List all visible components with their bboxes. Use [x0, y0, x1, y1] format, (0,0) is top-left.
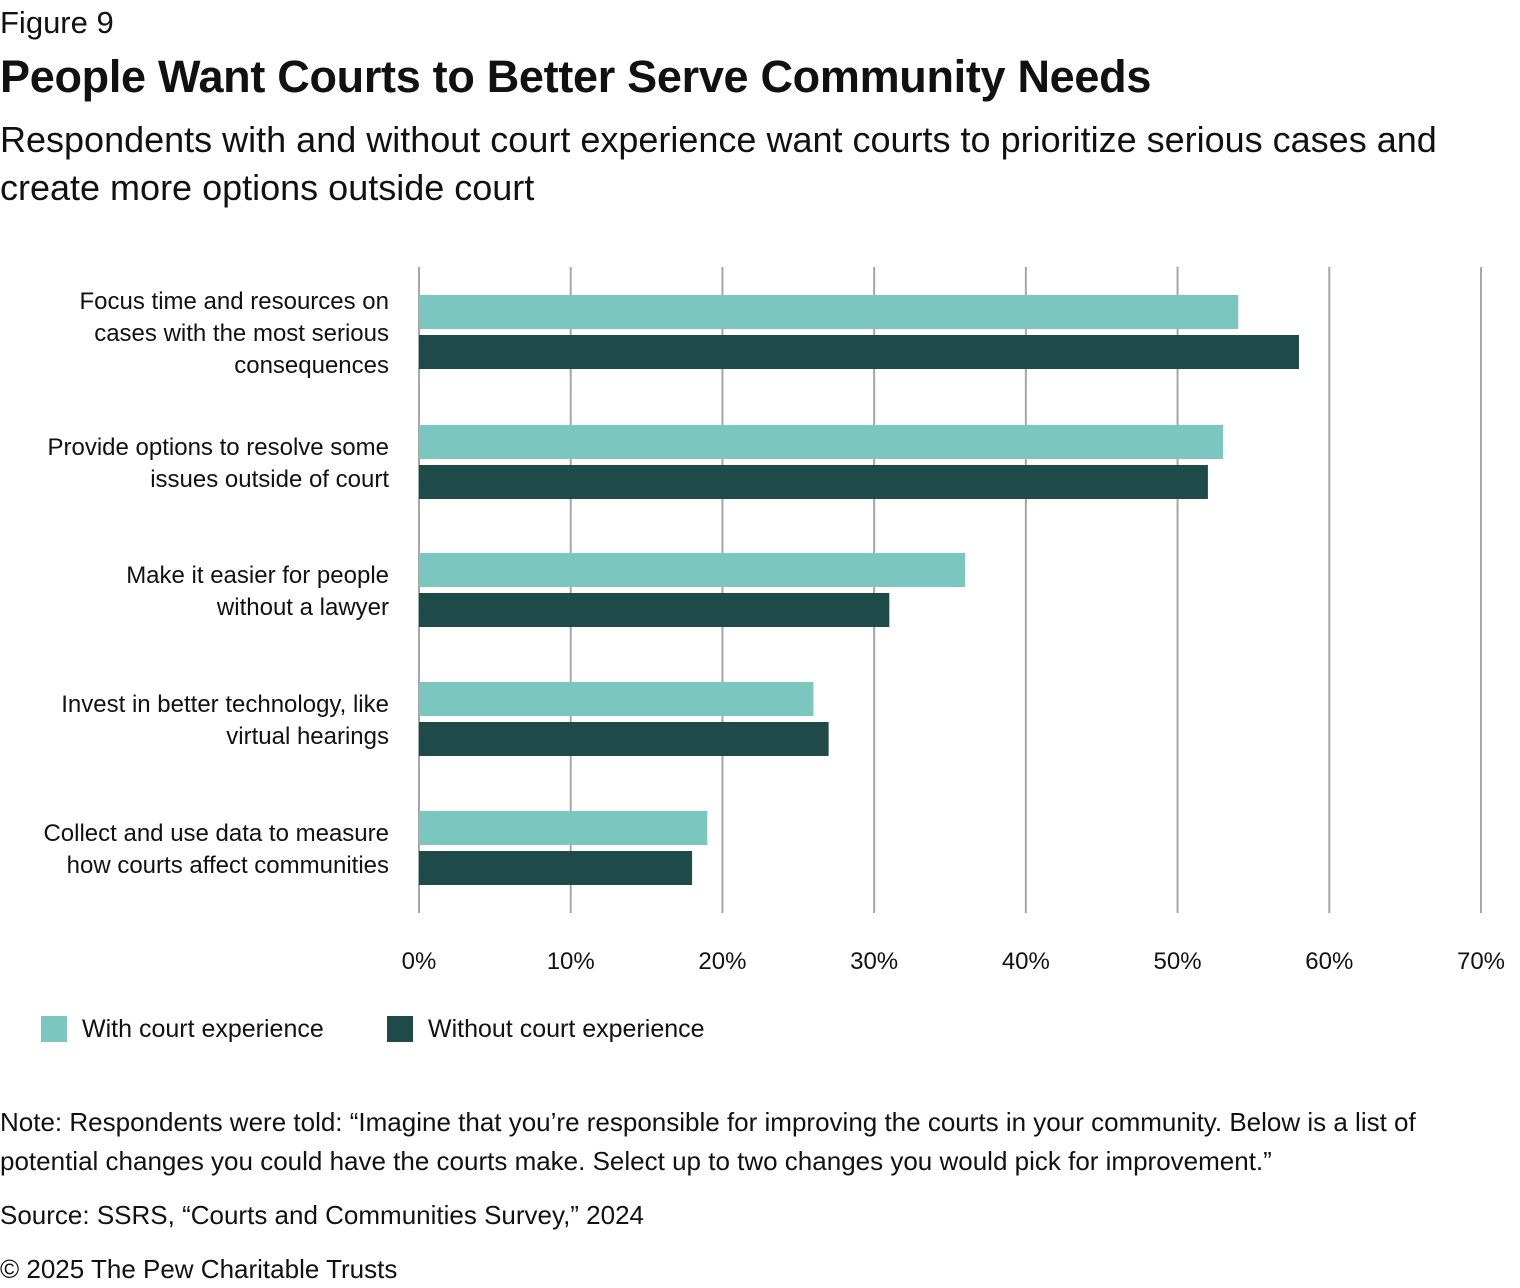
legend-swatch: [41, 1016, 67, 1042]
bar-without-experience: [419, 851, 693, 885]
figure-label: Figure 9: [0, 5, 114, 40]
x-tick-label: 50%: [1154, 948, 1202, 975]
chart-subtitle: Respondents with and without court exper…: [0, 119, 1437, 208]
chart-source: Source: SSRS, “Courts and Communities Su…: [0, 1200, 645, 1230]
category-label: Provide options to resolve some issues ou…: [47, 434, 389, 493]
bar-with-experience: [419, 425, 1224, 459]
bar-with-experience: [419, 553, 966, 587]
legend-label: With court experience: [82, 1015, 324, 1043]
x-tick-label: 10%: [547, 948, 595, 975]
x-tick-label: 60%: [1305, 948, 1353, 975]
bar-with-experience: [419, 682, 814, 716]
bar-without-experience: [419, 722, 829, 756]
copyright: © 2025 The Pew Charitable Trusts: [0, 1254, 398, 1284]
bar-without-experience: [419, 593, 890, 627]
chart-title: People Want Courts to Better Serve Commu…: [0, 51, 1152, 102]
x-tick-label: 40%: [1002, 948, 1050, 975]
chart-note: Note: Respondents were told: “Imagine th…: [0, 1107, 1416, 1176]
x-tick-label: 0%: [402, 948, 437, 975]
bar-with-experience: [419, 295, 1239, 329]
category-label: Focus time and resources on cases with th…: [80, 288, 389, 379]
bar-without-experience: [419, 465, 1208, 499]
bar-with-experience: [419, 811, 708, 845]
x-tick-label: 70%: [1457, 948, 1505, 975]
legend-label: Without court experience: [428, 1015, 705, 1043]
category-label: Collect and use data to measure how court…: [43, 820, 389, 879]
category-label: Invest in better technology, like virtual…: [61, 691, 389, 750]
bar-without-experience: [419, 335, 1299, 369]
legend-swatch: [387, 1016, 413, 1042]
x-tick-label: 20%: [698, 948, 746, 975]
category-label: Make it easier for people without a lawye…: [126, 562, 389, 621]
bar-chart: Focus time and resources on cases with th…: [41, 267, 1505, 1043]
x-tick-label: 30%: [850, 948, 898, 975]
